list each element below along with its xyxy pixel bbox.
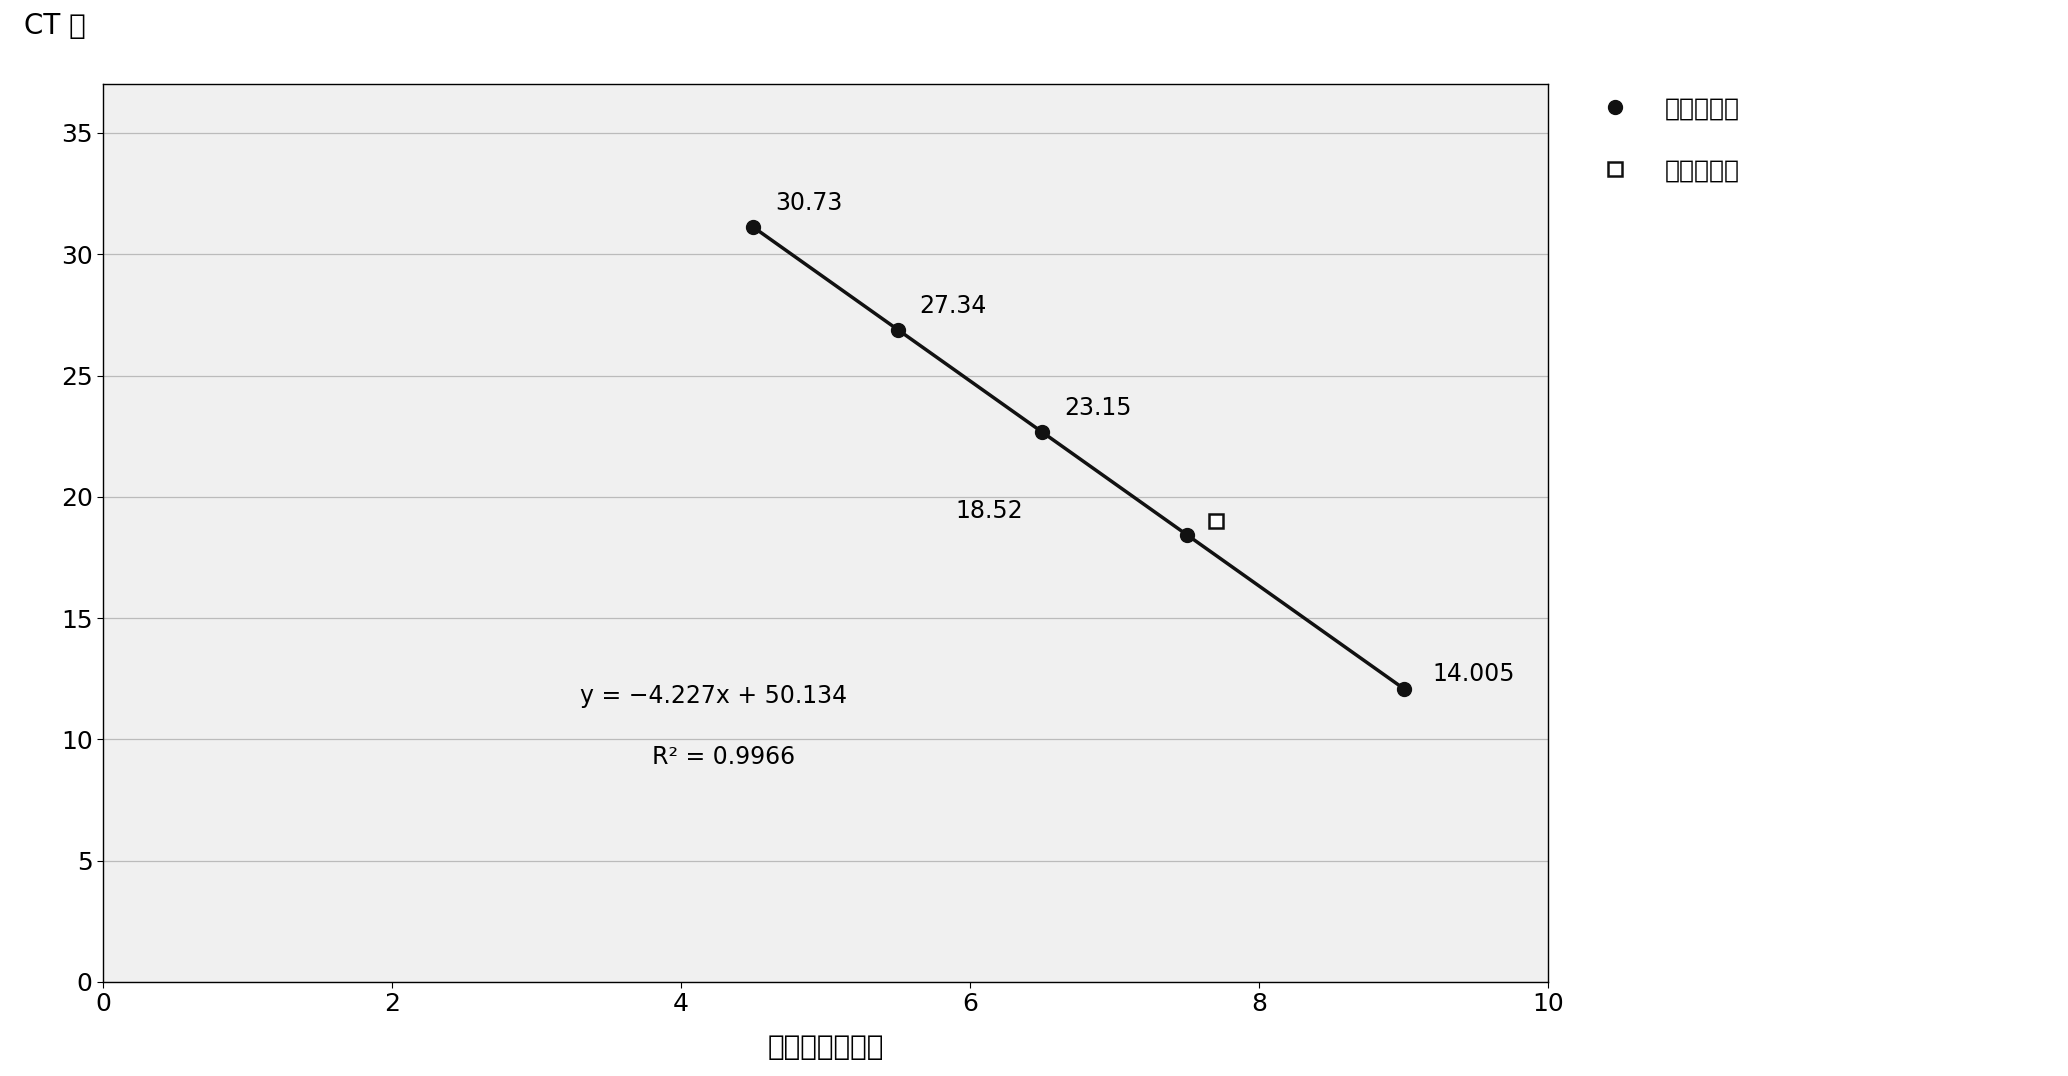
X-axis label: 起始模板数对数: 起始模板数对数: [767, 1033, 883, 1061]
Text: 18.52: 18.52: [955, 499, 1024, 523]
Text: R² = 0.9966: R² = 0.9966: [651, 745, 796, 768]
Text: 27.34: 27.34: [920, 294, 986, 317]
Text: y = −4.227x + 50.134: y = −4.227x + 50.134: [579, 684, 848, 708]
Text: 14.005: 14.005: [1433, 663, 1516, 686]
Legend: 模板稀释点, 阳性对照点: 模板稀释点, 阳性对照点: [1590, 97, 1739, 183]
Text: 23.15: 23.15: [1065, 396, 1131, 421]
Text: CT 値: CT 値: [23, 12, 85, 40]
Text: 30.73: 30.73: [776, 192, 842, 215]
